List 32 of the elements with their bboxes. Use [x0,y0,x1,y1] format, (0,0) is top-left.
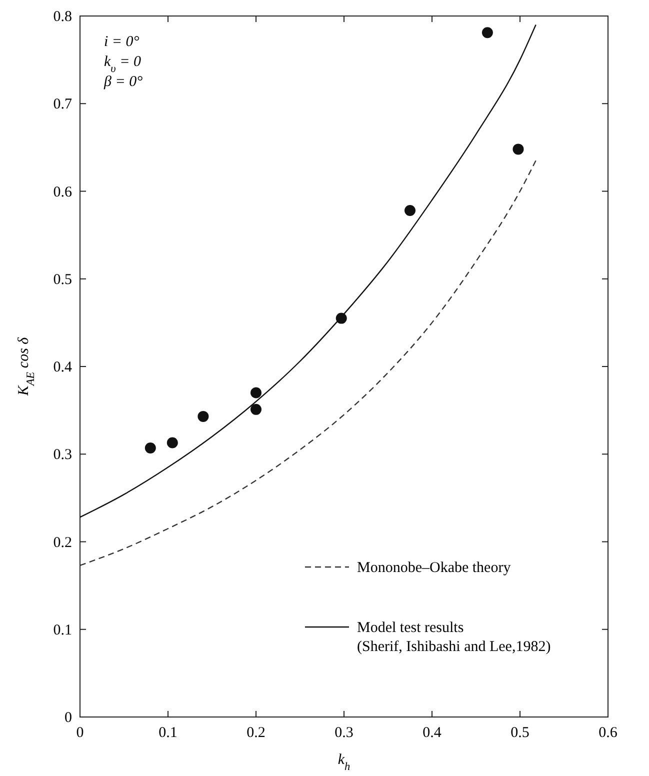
legend-label: Mononobe–Okabe theory [357,560,512,576]
point [166,437,178,448]
legend-label: Model test results (Sherif, Ishibashi and Lee,1982) [357,620,551,655]
line-series [79,24,536,518]
point [198,410,209,422]
y-tick-label: 0.8 [53,9,72,25]
y-tick-label: 0.4 [53,360,72,376]
point [250,387,262,398]
y-tick-label: 0.6 [53,184,72,200]
x-tick-label: 0.3 [334,725,354,741]
point [512,144,524,155]
point [482,27,493,38]
x-tick-label: 0.5 [510,725,530,741]
x-tick-label: 0.4 [422,725,442,741]
x-tick-label: 0.2 [246,725,266,741]
point [144,442,156,454]
point [336,312,347,324]
y-tick-label: 0.2 [53,534,72,551]
annotation: i = 0° [104,34,140,50]
annotation: β = 0° [103,74,143,90]
x-tick-label: 0 [76,725,84,741]
y-tick-label: 0.1 [53,622,72,638]
x-axis-title: k$_{h}$ [338,752,351,773]
point [404,205,416,216]
y-tick-label: 0.7 [53,96,72,113]
y-tick-label: 0.3 [53,447,72,464]
y-tick-label: 0.5 [53,272,72,288]
x-tick-label: 0.6 [598,725,618,741]
x-tick-label: 0.1 [158,725,178,741]
point [250,404,262,415]
annotation: k$_{υ}$ = 0 [104,54,142,75]
y-tick-label: 0 [64,710,72,726]
